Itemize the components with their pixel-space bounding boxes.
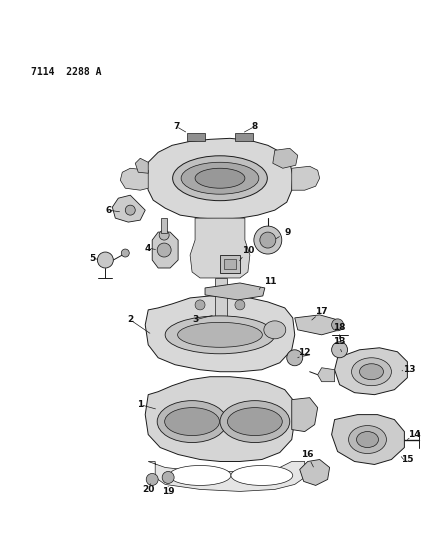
Ellipse shape xyxy=(264,321,286,339)
Text: 20: 20 xyxy=(142,485,155,494)
Text: 1: 1 xyxy=(137,400,143,409)
Ellipse shape xyxy=(357,432,378,448)
Circle shape xyxy=(157,243,171,257)
Text: 17: 17 xyxy=(315,308,328,317)
Polygon shape xyxy=(120,168,148,190)
Circle shape xyxy=(146,473,158,486)
Circle shape xyxy=(159,230,169,240)
Ellipse shape xyxy=(165,316,275,354)
Text: 8: 8 xyxy=(252,122,258,131)
Polygon shape xyxy=(292,398,318,432)
Text: 6: 6 xyxy=(105,206,111,215)
Ellipse shape xyxy=(348,425,386,454)
Circle shape xyxy=(195,300,205,310)
Polygon shape xyxy=(205,283,265,300)
Ellipse shape xyxy=(360,364,383,379)
Polygon shape xyxy=(332,415,404,464)
Circle shape xyxy=(121,249,129,257)
Text: 15: 15 xyxy=(401,455,413,464)
Circle shape xyxy=(260,232,276,248)
Text: 10: 10 xyxy=(242,246,254,255)
Text: 9: 9 xyxy=(285,228,291,237)
Polygon shape xyxy=(112,195,145,222)
Circle shape xyxy=(162,472,174,483)
Bar xyxy=(235,133,253,141)
Polygon shape xyxy=(148,462,305,491)
Bar xyxy=(224,259,236,269)
Polygon shape xyxy=(295,315,339,335)
Ellipse shape xyxy=(165,408,220,435)
Text: 16: 16 xyxy=(301,450,314,459)
Bar xyxy=(161,218,167,233)
Text: 2: 2 xyxy=(127,316,134,325)
Text: 7: 7 xyxy=(173,122,179,131)
Bar xyxy=(215,278,227,338)
Polygon shape xyxy=(190,218,250,278)
Polygon shape xyxy=(318,368,335,382)
Text: 13: 13 xyxy=(333,337,346,346)
Circle shape xyxy=(332,342,348,358)
Bar xyxy=(187,133,205,141)
Text: 14: 14 xyxy=(408,430,421,439)
Ellipse shape xyxy=(178,322,262,348)
Text: 13: 13 xyxy=(403,365,416,374)
Circle shape xyxy=(332,319,344,331)
Text: 7114  2288 A: 7114 2288 A xyxy=(30,68,101,77)
Text: 18: 18 xyxy=(333,324,346,333)
Polygon shape xyxy=(300,459,330,486)
Ellipse shape xyxy=(195,168,245,188)
Polygon shape xyxy=(135,158,148,173)
Polygon shape xyxy=(292,166,320,190)
Text: 4: 4 xyxy=(145,244,152,253)
Ellipse shape xyxy=(169,465,231,486)
Circle shape xyxy=(98,252,113,268)
Bar xyxy=(220,255,240,273)
Ellipse shape xyxy=(157,401,227,442)
Ellipse shape xyxy=(231,465,293,486)
Polygon shape xyxy=(273,148,298,168)
Ellipse shape xyxy=(220,401,290,442)
Ellipse shape xyxy=(172,156,268,200)
Circle shape xyxy=(254,226,282,254)
Polygon shape xyxy=(335,348,407,394)
Polygon shape xyxy=(145,139,293,219)
Polygon shape xyxy=(145,377,295,462)
Ellipse shape xyxy=(227,408,282,435)
Text: 5: 5 xyxy=(89,254,95,263)
Polygon shape xyxy=(152,232,178,268)
Text: 11: 11 xyxy=(264,278,276,286)
Ellipse shape xyxy=(351,358,392,386)
Circle shape xyxy=(125,205,135,215)
Text: 19: 19 xyxy=(162,487,175,496)
Circle shape xyxy=(287,350,303,366)
Text: 3: 3 xyxy=(192,316,198,325)
Circle shape xyxy=(235,300,245,310)
Polygon shape xyxy=(145,296,295,372)
Ellipse shape xyxy=(181,162,259,194)
Text: 12: 12 xyxy=(298,348,311,357)
